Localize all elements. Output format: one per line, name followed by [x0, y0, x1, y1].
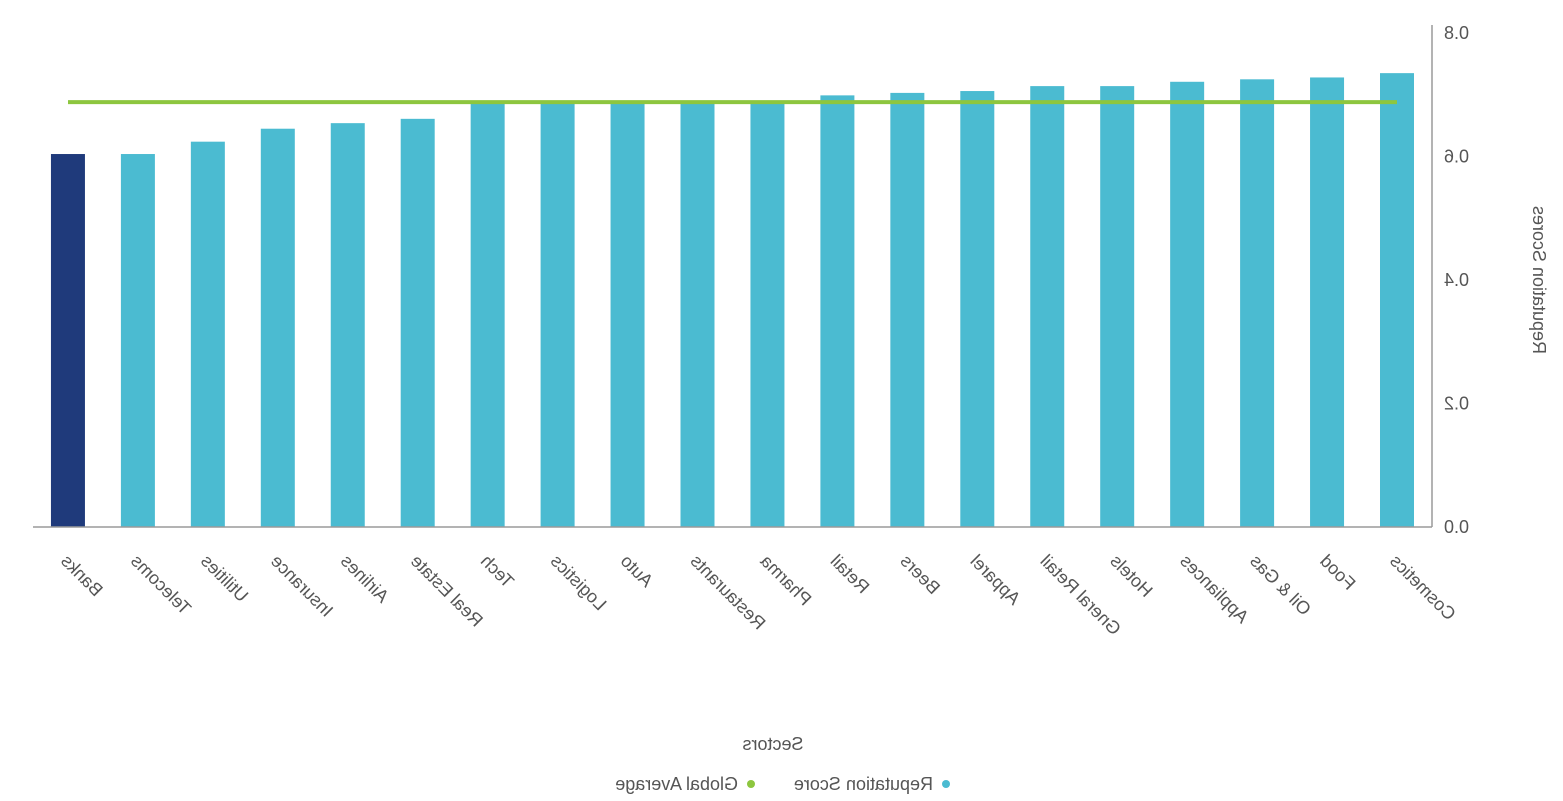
- x-tick-labels: Banks Telecoms Utilities Insurance Airlines R…: [57, 550, 1460, 639]
- y-tick-label: 0.4: [1444, 270, 1469, 290]
- bar-beers: [890, 92, 925, 528]
- x-tick-label: Tech: [477, 551, 518, 592]
- bar-logistics: [540, 102, 575, 527]
- bar-oil-gas: [1240, 79, 1275, 527]
- bar-hotels: [1100, 86, 1135, 527]
- bar-restaurants: [680, 102, 715, 527]
- x-tick-label: Logistics: [547, 551, 611, 615]
- y-tick-label: 0.0: [1444, 517, 1469, 537]
- x-tick-label: Utilities: [197, 551, 252, 606]
- x-tick-label: Airlines: [337, 551, 393, 607]
- x-tick-label: Pharma: [756, 550, 815, 609]
- x-tick-label: Auto: [617, 551, 657, 591]
- x-tick-label: Real Estate: [407, 551, 487, 631]
- legend-label-global-average: Global Average: [615, 774, 738, 794]
- bar-airlines: [330, 123, 365, 527]
- y-tick-labels: 0.0 0.2 0.4 0.6 0.8: [1444, 23, 1469, 537]
- legend-marker-reputation-score: [942, 780, 950, 788]
- x-tick-label: Telecoms: [127, 551, 195, 619]
- x-tick-label: Restaurants: [687, 551, 770, 634]
- x-tick-label: Food: [1316, 551, 1359, 594]
- bar-cosmetics: [1380, 73, 1414, 527]
- x-tick-label: Appliances: [1176, 551, 1252, 627]
- x-tick-label: Beers: [897, 551, 944, 598]
- x-tick-label: Retail: [827, 551, 874, 598]
- y-tick-label: 0.2: [1444, 394, 1469, 414]
- x-tick-label: Oil & Gas: [1246, 551, 1315, 620]
- x-tick-label: Apparel: [966, 551, 1024, 609]
- bar-utilities: [190, 141, 225, 527]
- bar-group: [50, 73, 1414, 528]
- legend-marker-global-average: [747, 780, 755, 788]
- bar-retail: [820, 95, 855, 528]
- bar-auto: [610, 102, 645, 527]
- bar-food: [1310, 77, 1345, 528]
- x-tick-label: Cosmetics: [1386, 551, 1460, 625]
- bar-apparel: [960, 91, 995, 528]
- bar-insurance: [260, 128, 295, 527]
- x-axis-title: Sectors: [742, 734, 803, 754]
- x-tick-label: Hotels: [1106, 551, 1156, 601]
- bar-pharma: [750, 100, 785, 528]
- bar-banks: [50, 154, 85, 527]
- x-tick-label: Insurance: [267, 551, 337, 621]
- y-axis-title: Reputation Scores: [1529, 206, 1549, 354]
- bar-tech: [470, 102, 505, 527]
- y-tick-label: 0.8: [1444, 23, 1469, 43]
- bar-appliances: [1170, 81, 1205, 527]
- bar-telecoms: [120, 154, 155, 527]
- x-tick-label: Banks: [57, 551, 107, 601]
- bar-gneral-retail: [1030, 86, 1065, 527]
- axes-group: [33, 25, 1433, 528]
- bar-real-estate: [400, 118, 435, 528]
- y-tick-label: 0.6: [1444, 147, 1469, 167]
- legend: Reputation Score Global Average: [615, 774, 950, 794]
- legend-label-reputation-score: Reputation Score: [794, 774, 933, 794]
